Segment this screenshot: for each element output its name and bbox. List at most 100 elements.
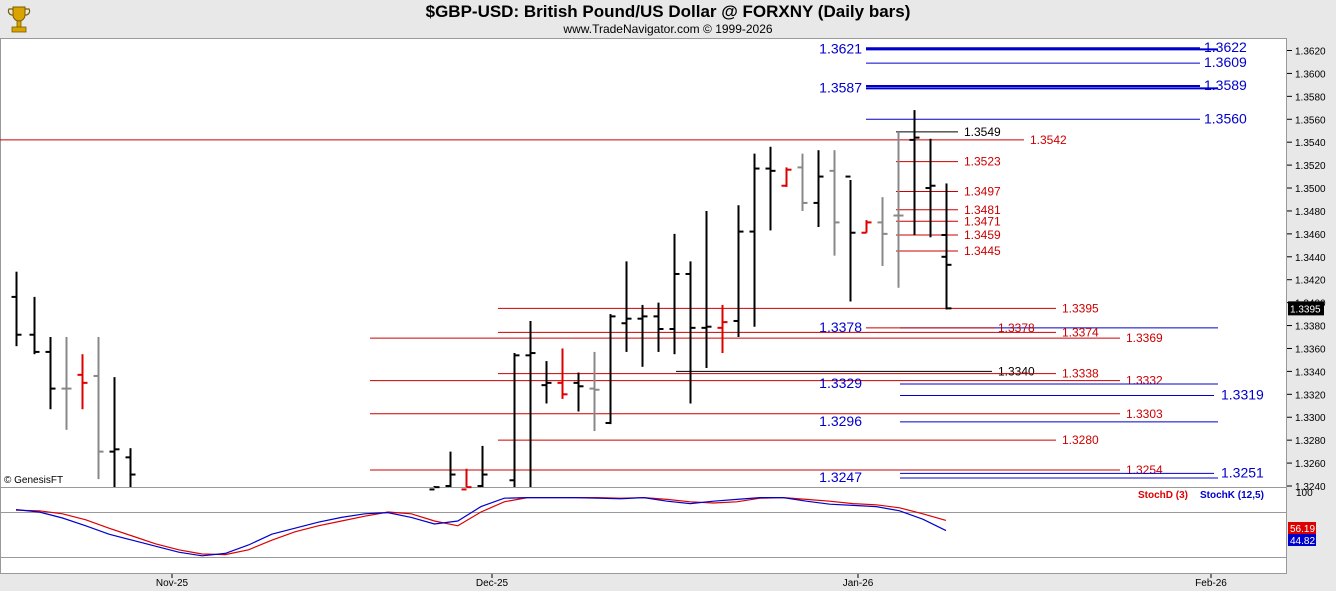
ohlc-bar [877,197,888,266]
level-label: 1.3589 [1204,77,1247,93]
stoch-k-badge [1288,534,1316,546]
stoch-d-value: 56.19 [1290,524,1315,535]
level-label: 1.3471 [964,214,1001,228]
ohlc-bar [861,220,872,234]
chart-title: $GBP-USD: British Pound/US Dollar @ FORX… [425,2,911,21]
level-line: 1.3338 [498,367,1099,381]
ohlc-bar [605,314,616,425]
y-tick-label: 1.3260 [1295,459,1326,470]
y-tick-label: 1.3380 [1295,322,1326,333]
y-tick-label: 1.3520 [1295,161,1326,172]
ohlc-bar [941,235,952,310]
y-tick-label: 1.3320 [1295,390,1326,401]
level-label: 1.3340 [998,364,1035,378]
level-line: 1.3471 [896,214,1001,228]
ohlc-bar [429,486,440,491]
y-tick-label: 1.3540 [1295,138,1326,149]
level-label: 1.3303 [1126,407,1163,421]
level-label: 1.3549 [964,125,1001,139]
level-line: 1.3369 [370,331,1163,345]
ohlc-bar [557,348,568,399]
chart-subtitle: www.TradeNavigator.com © 1999-2026 [563,22,773,36]
level-label: 1.3332 [1126,374,1163,388]
ohlc-bar [445,451,456,487]
stoch-k-line [15,496,947,557]
ohlc-bar [717,304,728,354]
y-tick-label: 1.3440 [1295,253,1326,264]
level-label: 1.3459 [964,228,1001,242]
level-line: 1.3340 [676,364,1035,378]
stoch-scale-label: 100 [1296,488,1313,499]
ohlc-bar [701,210,712,368]
level-line: 1.3621 [819,40,1218,56]
chart-header [0,0,1336,38]
level-label: 1.3497 [964,184,1001,198]
ohlc-bar [653,302,664,352]
level-line: 1.3497 [896,184,1001,198]
x-tick-label: Dec-25 [476,578,509,589]
ohlc-bar [765,146,776,231]
level-label: 1.3621 [819,40,862,56]
level-line: 1.3622 [866,39,1247,55]
level-label: 1.3560 [1204,110,1247,126]
level-label: 1.3329 [819,375,862,391]
level-line: 1.3319 [900,386,1264,402]
level-label: 1.3395 [1062,301,1099,315]
level-line: 1.3523 [896,155,1001,169]
last-price-badge [1288,301,1324,316]
ohlc-bar [477,445,488,487]
level-label: 1.3247 [819,469,862,485]
level-line: 1.3378 [866,321,1035,335]
ohlc-bar [77,354,88,410]
y-tick-label: 1.3280 [1295,436,1326,447]
ohlc-bar [797,153,808,211]
level-label: 1.3280 [1062,433,1099,447]
ohlc-bar [93,337,104,480]
ohlc-bar [621,261,632,352]
ohlc-bar [637,304,648,367]
ohlc-bar [461,468,472,491]
x-tick-label: Feb-26 [1195,578,1227,589]
ohlc-bar [29,296,40,355]
level-label: 1.3523 [964,155,1001,169]
level-line: 1.3374 [498,325,1099,339]
ohlc-bar [109,377,120,487]
level-line: 1.3247 [819,469,1218,485]
x-tick-label: Jan-26 [843,578,874,589]
level-line: 1.3280 [498,433,1099,447]
y-tick-label: 1.3600 [1295,69,1326,80]
ohlc-bar [749,153,760,327]
ohlc-bar [829,150,840,256]
level-line: 1.3589 [866,77,1247,93]
stoch-d-legend: StochD (3) [1138,490,1188,501]
x-axis-panel [0,574,1336,591]
ohlc-bar [45,337,56,410]
y-tick-label: 1.3240 [1295,482,1326,493]
y-tick-label: 1.3420 [1295,276,1326,287]
level-line: 1.3445 [896,244,1001,258]
level-label: 1.3587 [819,79,862,95]
level-label: 1.3378 [819,319,862,335]
ohlc-bar [541,361,552,404]
level-label: 1.3296 [819,413,862,429]
level-line: 1.3609 [866,54,1247,70]
ohlc-bar [61,337,72,430]
y-tick-label: 1.3560 [1295,115,1326,126]
ohlc-bar [893,131,904,288]
ohlc-bar [11,271,22,347]
y-tick-label: 1.3340 [1295,367,1326,378]
ohlc-bar [925,138,936,238]
y-tick-label: 1.3360 [1295,344,1326,355]
level-label: 1.3445 [964,244,1001,258]
level-line: 1.3549 [896,125,1001,139]
y-tick-label: 1.3480 [1295,207,1326,218]
copyright-text: © GenesisFT [4,475,63,486]
level-line: 1.3395 [498,301,1099,315]
level-label: 1.3622 [1204,39,1247,55]
x-tick-label: Nov-25 [156,578,189,589]
level-line: 1.3542 [0,133,1067,147]
y-tick-label: 1.3460 [1295,230,1326,241]
ohlc-bar [509,353,520,487]
ohlc-bar [669,233,680,355]
